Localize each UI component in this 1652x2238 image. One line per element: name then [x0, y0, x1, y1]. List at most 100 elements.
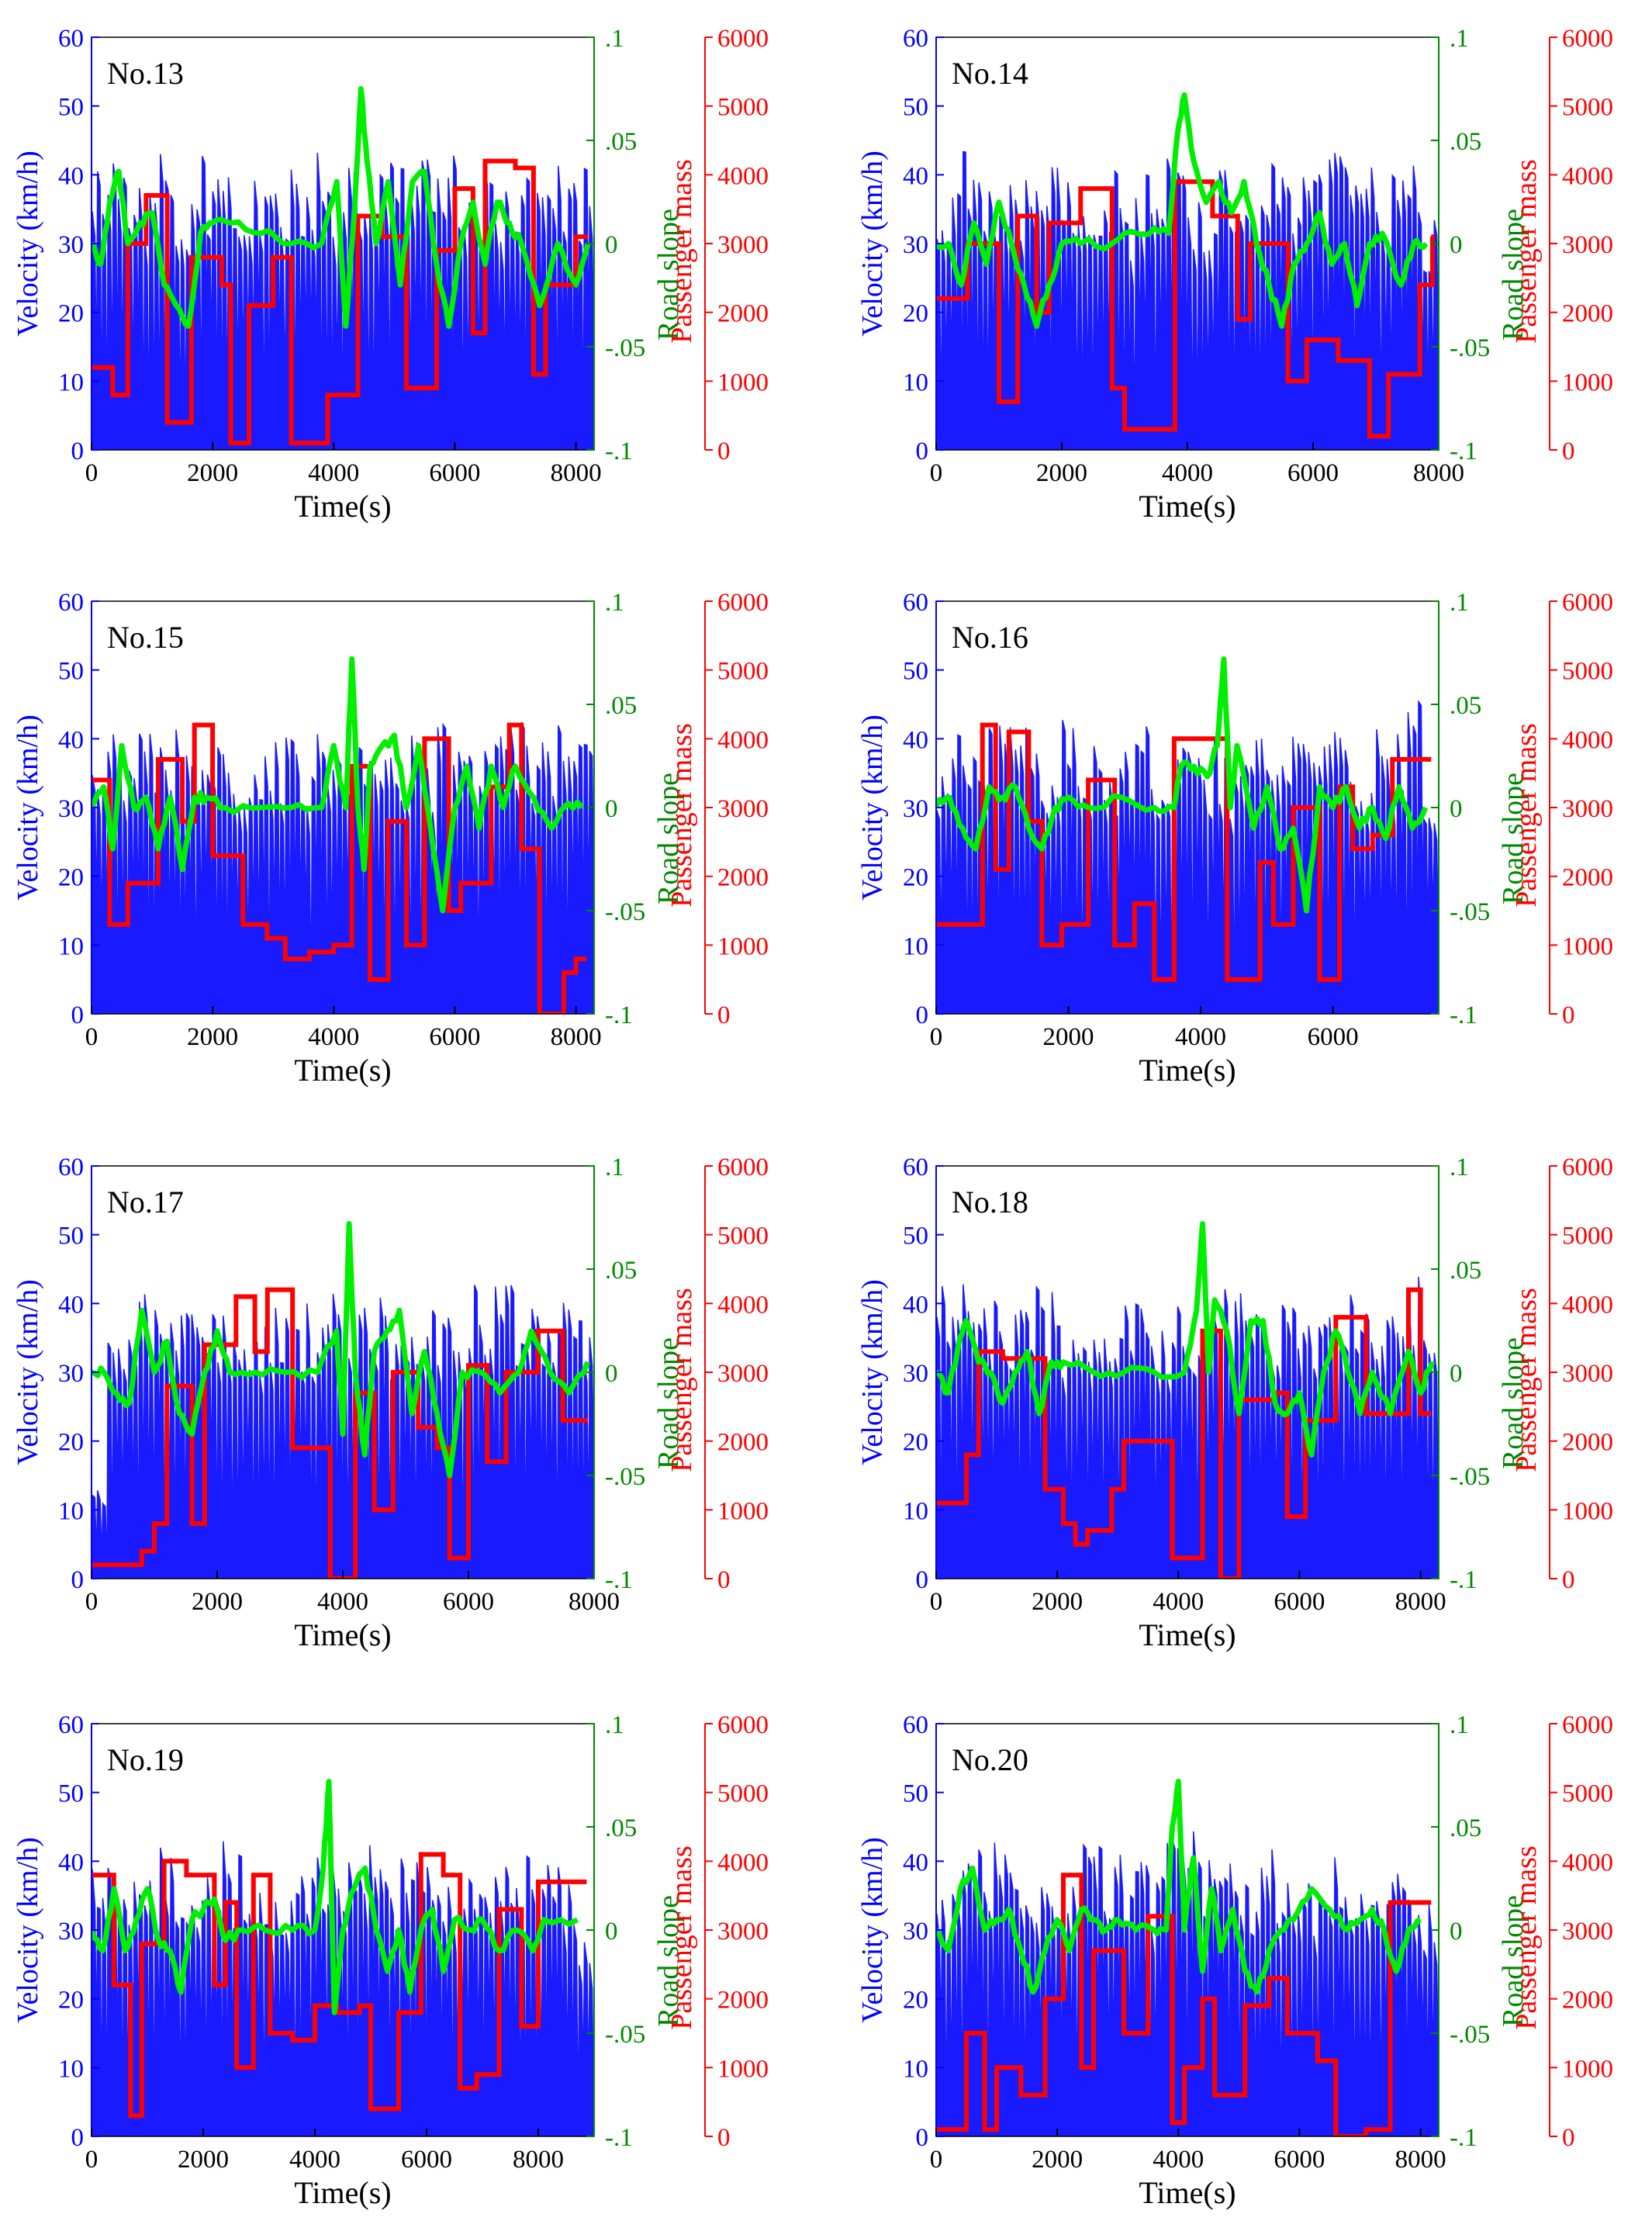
subplot-no20: 0 10 20 30 40 50 60 Velocity (km/h) 0 2000 4000 600…: [856, 1711, 1613, 2210]
velocity-tick-label: 50: [903, 1223, 928, 1250]
subplot-no15: 0 10 20 30 40 50 60 Velocity (km/h) 0 2000 4000 600…: [12, 589, 769, 1088]
road-slope-tick-label: 0: [605, 795, 618, 823]
road-slope-tick-label: .1: [1450, 1711, 1469, 1739]
passenger-mass-tick-label: 5000: [717, 1223, 769, 1250]
x-tick-label: 4000: [317, 1588, 368, 1616]
velocity-tick-label: 50: [903, 94, 928, 122]
velocity-series: [936, 700, 1439, 1014]
x-tick-label: 0: [85, 1588, 98, 1616]
x-tick-label: 0: [930, 459, 943, 487]
velocity-axis-label: Velocity (km/h): [856, 1279, 889, 1465]
subplot-no17: 0 10 20 30 40 50 60 Velocity (km/h) 0 2000 4000 600…: [12, 1154, 769, 1652]
passenger-mass-tick-label: 0: [717, 2124, 731, 2152]
panel-label: No.18: [952, 1185, 1028, 1219]
passenger-mass-tick-label: 5000: [1562, 1780, 1613, 1808]
road-slope-series: [936, 92, 1429, 329]
x-tick-label: 6000: [1308, 1023, 1359, 1051]
road-slope-tick-label: .05: [1450, 128, 1481, 156]
passenger-mass-tick-label: 4000: [717, 1291, 769, 1319]
x-tick-label: 2000: [1043, 1023, 1094, 1051]
velocity-tick-label: 40: [58, 1849, 84, 1877]
velocity-tick-label: 60: [58, 1711, 84, 1739]
velocity-tick-label: 60: [903, 1711, 928, 1739]
road-slope-tick-label: .05: [1450, 1257, 1481, 1285]
passenger-mass-tick-label: 4000: [1562, 1849, 1613, 1877]
road-slope-tick-label: -.05: [605, 1463, 645, 1491]
velocity-tick-label: 50: [903, 1780, 928, 1808]
road-slope-tick-label: .1: [1450, 25, 1469, 53]
passenger-mass-tick-label: 2000: [1562, 1429, 1613, 1457]
passenger-mass-tick-label: 4000: [717, 726, 769, 754]
velocity-tick-label: 20: [58, 1429, 84, 1457]
x-tick-label: 6000: [1274, 2146, 1325, 2174]
velocity-tick-label: 10: [903, 1497, 928, 1525]
passenger-mass-axis-label: Passenger mass: [1510, 723, 1543, 907]
passenger-mass-tick-label: 4000: [717, 162, 769, 190]
velocity-tick-label: 40: [903, 1849, 928, 1877]
velocity-axis-label: Velocity (km/h): [12, 150, 44, 337]
x-tick-label: 8000: [1395, 2146, 1446, 2174]
velocity-tick-label: 50: [58, 658, 84, 686]
road-slope-tick-label: -.05: [1450, 1463, 1490, 1491]
passenger-mass-tick-label: 0: [1562, 1001, 1575, 1029]
passenger-mass-tick-label: 2000: [717, 1429, 769, 1457]
x-tick-label: 8000: [513, 2146, 564, 2174]
passenger-mass-tick-label: 2000: [717, 1987, 769, 2015]
road-slope-tick-label: 0: [1450, 795, 1463, 823]
passenger-mass-tick-label: 1000: [1562, 1497, 1613, 1525]
subplot-no19: 0 10 20 30 40 50 60 Velocity (km/h) 0 2000 4000 600…: [12, 1711, 769, 2210]
velocity-tick-label: 10: [58, 932, 84, 960]
velocity-tick-label: 20: [58, 300, 84, 328]
passenger-mass-tick-label: 0: [1562, 438, 1575, 465]
x-tick-label: 0: [930, 1023, 943, 1051]
x-tick-label: 4000: [1162, 459, 1213, 487]
passenger-mass-tick-label: 3000: [1562, 231, 1613, 259]
panel-label: No.19: [107, 1742, 184, 1777]
passenger-mass-tick-label: 6000: [1562, 1154, 1613, 1181]
x-tick-label: 4000: [308, 459, 359, 487]
passenger-mass-tick-label: 6000: [717, 589, 769, 617]
velocity-axis-label: Velocity (km/h): [12, 714, 44, 901]
velocity-axis-label: Velocity (km/h): [12, 1837, 44, 2023]
subplot-no13: 0 10 20 30 40 50 60 Velocity (km/h) 0 2000 4000 600…: [12, 25, 769, 524]
panel-label: No.20: [952, 1742, 1028, 1777]
passenger-mass-tick-label: 0: [717, 438, 731, 465]
velocity-axis-label: Velocity (km/h): [12, 1279, 44, 1465]
velocity-tick-label: 40: [58, 726, 84, 754]
velocity-tick-label: 0: [71, 1566, 85, 1594]
velocity-tick-label: 20: [903, 1429, 928, 1457]
road-slope-tick-label: .1: [1450, 1154, 1469, 1181]
road-slope-tick-label: -.05: [605, 334, 645, 362]
road-slope-tick-label: 0: [1450, 231, 1463, 259]
road-slope-tick-label: -.05: [1450, 2021, 1490, 2049]
passenger-mass-tick-label: 3000: [717, 231, 769, 259]
passenger-mass-tick-label: 5000: [1562, 94, 1613, 122]
road-slope-tick-label: 0: [605, 1360, 618, 1388]
road-slope-tick-label: .1: [605, 25, 624, 53]
velocity-tick-label: 10: [903, 368, 928, 396]
passenger-mass-axis-label: Passenger mass: [1510, 1845, 1543, 2029]
velocity-tick-label: 30: [903, 231, 928, 259]
passenger-mass-tick-label: 2000: [717, 864, 769, 892]
panel-label: No.16: [952, 620, 1028, 655]
panel-label: No.17: [107, 1185, 184, 1219]
passenger-mass-axis-label: Passenger mass: [665, 1845, 698, 2029]
x-axis-label: Time(s): [1139, 1053, 1236, 1088]
road-slope-axis-label: Road slope: [652, 773, 685, 905]
road-slope-tick-label: -.05: [605, 898, 645, 926]
road-slope-tick-label: .05: [1450, 692, 1481, 720]
x-axis-label: Time(s): [294, 1617, 391, 1652]
passenger-mass-tick-label: 3000: [717, 795, 769, 823]
road-slope-tick-label: -.05: [1450, 898, 1490, 926]
x-axis-label: Time(s): [1139, 2175, 1236, 2210]
x-tick-label: 8000: [1413, 459, 1464, 487]
passenger-mass-tick-label: 0: [717, 1566, 731, 1594]
passenger-mass-series: [92, 158, 589, 446]
passenger-mass-tick-label: 3000: [1562, 1360, 1613, 1388]
passenger-mass-axis-label: Passenger mass: [1510, 1288, 1543, 1472]
road-slope-tick-label: -.1: [1450, 438, 1477, 465]
velocity-series: [92, 1841, 594, 2136]
velocity-series: [936, 150, 1439, 450]
passenger-mass-tick-label: 6000: [717, 1711, 769, 1739]
